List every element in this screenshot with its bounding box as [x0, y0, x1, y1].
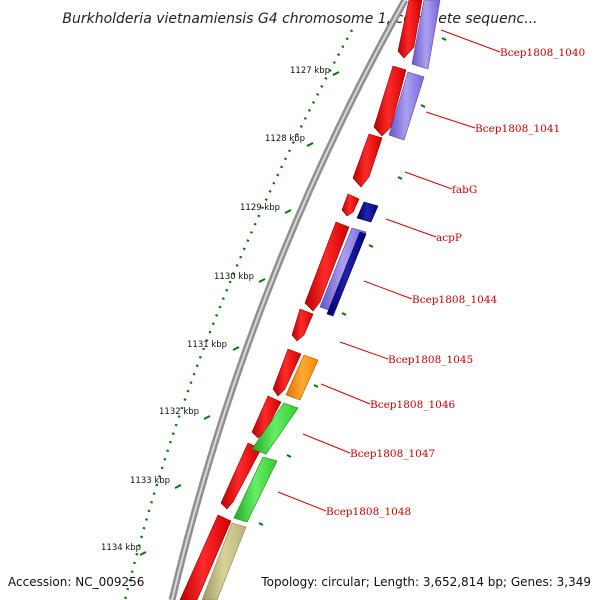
- gene-label[interactable]: Bcep1808_1044: [412, 294, 498, 306]
- ruler-tick: [139, 551, 147, 556]
- cog-feature[interactable]: [411, 0, 441, 70]
- cds-feature[interactable]: [291, 308, 314, 342]
- ruler-tick: [203, 415, 211, 420]
- gene-label[interactable]: Bcep1808_1045: [388, 354, 473, 366]
- leader-line: [363, 280, 413, 300]
- gene-label[interactable]: Bcep1808_1047: [350, 448, 435, 460]
- cog-feature[interactable]: [285, 354, 319, 401]
- cds-feature[interactable]: [272, 348, 302, 397]
- genome-summary-text: Topology: circular; Length: 3,652,814 bp…: [260, 575, 591, 589]
- leader-line: [404, 171, 453, 190]
- ruler-tick: [284, 209, 292, 214]
- map-title: Burkholderia vietnamiensis G4 chromosome…: [62, 11, 537, 27]
- cog-feature[interactable]: [201, 522, 247, 600]
- genome-backbone-highlight: [171, 0, 406, 600]
- ruler-tick: [306, 142, 314, 147]
- leader-line: [320, 383, 371, 405]
- ruler-label: 1127 kbp: [290, 66, 330, 76]
- label-leaders: [277, 29, 501, 512]
- leader-line: [302, 433, 351, 454]
- ruler-label: 1129 kbp: [240, 203, 280, 213]
- gene-labels: Bcep1808_1040 Bcep1808_1041 fabG acpP Bc…: [326, 47, 585, 518]
- cds-feature[interactable]: [341, 193, 360, 217]
- cog-feature[interactable]: [233, 456, 278, 523]
- ruler-label: 1134 kbp: [101, 543, 141, 553]
- gene-label[interactable]: Bcep1808_1040: [500, 47, 585, 59]
- ruler-tick: [174, 484, 182, 489]
- ruler-tick: [258, 278, 266, 283]
- accession-text: Accession: NC_009256: [8, 575, 144, 589]
- ruler-label: 1128 kbp: [265, 134, 305, 144]
- kbp-ruler: 1127 kbp 1128 kbp 1129 kbp 1130 kbp 1131…: [101, 66, 340, 556]
- cog-feature[interactable]: [356, 201, 379, 223]
- ruler-label: 1131 kbp: [187, 340, 227, 350]
- leader-line: [425, 111, 476, 129]
- cog-track: [201, 0, 441, 600]
- gene-label[interactable]: Bcep1808_1046: [370, 399, 456, 411]
- gene-label[interactable]: Bcep1808_1048: [326, 506, 411, 518]
- cog-feature[interactable]: [251, 402, 299, 455]
- cog-feature[interactable]: [326, 231, 367, 317]
- leader-line: [277, 491, 327, 512]
- gc-skew-track: [123, 29, 354, 600]
- ruler-tick: [232, 346, 240, 351]
- cds-feature[interactable]: [179, 514, 232, 600]
- gene-label[interactable]: fabG: [452, 184, 477, 196]
- ruler-label: 1133 kbp: [130, 476, 170, 486]
- cog-feature[interactable]: [388, 71, 425, 141]
- ruler-label: 1130 kbp: [214, 272, 254, 282]
- outer-ticks: [258, 37, 447, 526]
- ruler-tick: [332, 71, 340, 76]
- cds-feature[interactable]: [304, 221, 350, 312]
- ruler-label: 1132 kbp: [159, 407, 199, 417]
- cds-feature[interactable]: [352, 133, 383, 188]
- leader-line: [339, 341, 389, 360]
- gene-label[interactable]: acpP: [436, 232, 462, 244]
- gene-label[interactable]: Bcep1808_1041: [475, 123, 560, 135]
- cds-feature[interactable]: [373, 65, 407, 137]
- leader-line: [385, 218, 437, 238]
- cds-feature[interactable]: [397, 0, 423, 59]
- leader-line: [440, 29, 501, 53]
